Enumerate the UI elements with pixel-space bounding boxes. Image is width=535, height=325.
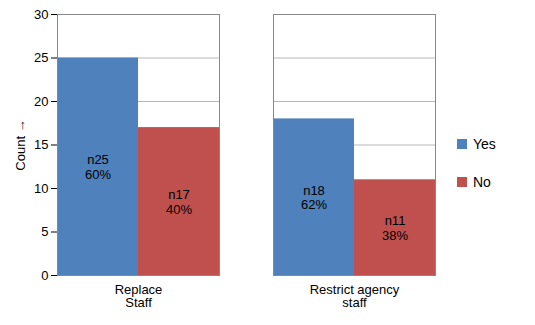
svg-text:n1862%: n1862% — [301, 183, 327, 213]
html-text:No: No — [473, 173, 491, 190]
svg-text:Count →: Count → — [13, 119, 28, 170]
svg-text:0: 0 — [41, 268, 48, 283]
html-text:Yes: Yes — [473, 135, 496, 152]
svg-text:n1138%: n1138% — [382, 213, 408, 243]
svg-text:15: 15 — [34, 137, 48, 152]
svg-text:20: 20 — [34, 94, 48, 109]
svg-text:Restrict agencystaff: Restrict agencystaff — [310, 282, 400, 310]
svg-text:n2560%: n2560% — [85, 152, 111, 182]
svg-text:5: 5 — [41, 224, 48, 239]
svg-text:10: 10 — [34, 181, 48, 196]
svg-text:25: 25 — [34, 50, 48, 65]
svg-text:n1740%: n1740% — [166, 187, 192, 217]
svg-text:ReplaceStaff: ReplaceStaff — [115, 282, 163, 310]
svg-text:30: 30 — [34, 7, 48, 22]
